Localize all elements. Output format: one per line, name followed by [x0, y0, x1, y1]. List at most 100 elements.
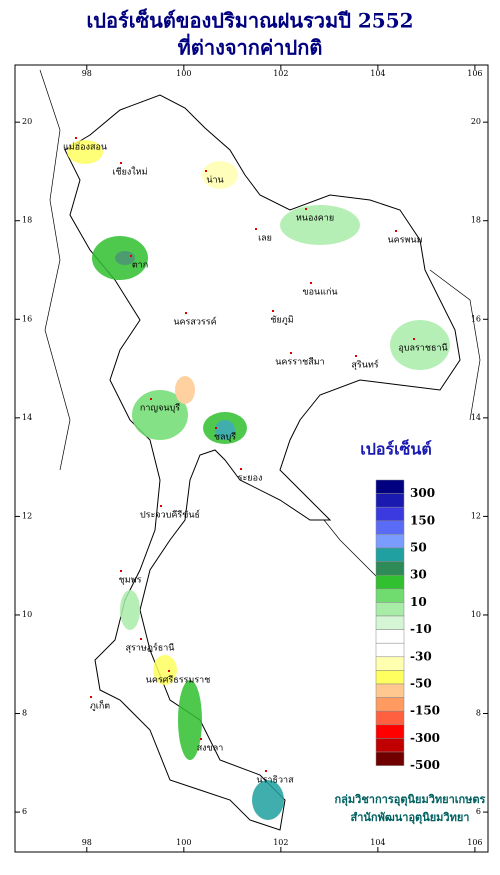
- province-label: ชัยภูมิ: [270, 315, 293, 326]
- province-label: ประจวบคีรีขันธ์: [140, 509, 200, 521]
- shade: [115, 251, 135, 265]
- title: ที่ต่างจากค่าปกติ: [178, 33, 323, 60]
- station: [120, 162, 122, 164]
- lon-tick-label: 100: [176, 838, 191, 847]
- lon-tick-label: 104: [370, 838, 385, 847]
- title: เปอร์เซ็นต์ของปริมาณฝนรวมปี 2552: [86, 8, 413, 33]
- legend-label: 50: [410, 541, 427, 555]
- lat-tick-label: 18: [22, 216, 32, 225]
- shade: [202, 161, 238, 189]
- province-label: ภูเก็ต: [90, 699, 110, 712]
- legend-label: 300: [410, 486, 435, 500]
- legend-swatch: [375, 751, 405, 766]
- legend-swatch: [375, 670, 405, 685]
- station: [130, 255, 132, 257]
- shade: [215, 420, 235, 440]
- shade: [280, 205, 360, 245]
- station: [168, 670, 170, 672]
- province-label: อุบลราชธานี: [398, 343, 447, 354]
- province-label: สงขลา: [197, 744, 224, 754]
- lat-tick-label: 10: [471, 610, 481, 619]
- lat-tick-label: 6: [22, 807, 27, 816]
- graticule: 98 98 100 100 102 102 104 104 106 106 6 6 8 8 10 10 12 12…: [15, 65, 488, 852]
- lat-tick-label: 12: [471, 511, 481, 520]
- legend-swatch: [375, 520, 405, 535]
- legend-swatch: [375, 479, 405, 494]
- legend-swatch: [375, 724, 405, 739]
- province-label: ชลบุรี: [214, 432, 236, 443]
- lon-tick-label: 98: [82, 838, 92, 847]
- lat-tick-label: 16: [22, 314, 32, 323]
- province-label: นครศรีธรรมราช: [146, 675, 211, 686]
- legend-label: -30: [410, 649, 432, 663]
- shade: [153, 655, 177, 685]
- station: [200, 738, 202, 740]
- station: [305, 208, 307, 210]
- legend-swatch: [375, 493, 405, 508]
- station: [413, 338, 415, 340]
- legend-swatch: [375, 534, 405, 549]
- rain-shading: [67, 140, 450, 820]
- lat-tick-label: 12: [22, 511, 32, 520]
- station: [150, 398, 152, 400]
- legend-swatch: [375, 574, 405, 590]
- station: [205, 170, 207, 172]
- province-label: ชุมพร: [119, 576, 142, 586]
- legend-swatch: [375, 629, 405, 644]
- legend-swatch: [375, 697, 405, 712]
- legend-swatch: [375, 615, 405, 630]
- province-label: ขอนแก่น: [302, 288, 337, 298]
- legend-label: -50: [410, 677, 432, 691]
- lat-tick-label: 6: [476, 807, 481, 816]
- province-label: สุรินทร์: [351, 359, 378, 371]
- legend-swatch: [375, 506, 405, 522]
- station: [215, 427, 217, 429]
- legend-swatch: [375, 561, 405, 576]
- station: [240, 468, 242, 470]
- province-label: ระยอง: [238, 474, 263, 484]
- legend-label: 10: [410, 595, 427, 609]
- station: [75, 137, 77, 139]
- shade: [175, 376, 195, 404]
- province-label: เลย: [258, 234, 272, 244]
- legend-label: -300: [410, 731, 440, 745]
- lat-tick-label: 8: [22, 709, 27, 718]
- legend-swatch: [375, 710, 405, 726]
- thailand: [64, 94, 461, 831]
- lon-tick-label: 106: [467, 69, 482, 78]
- legend-title: เปอร์เซ็นต์: [360, 438, 431, 459]
- province-label: เชียงใหม่: [112, 167, 147, 178]
- legend-label: -150: [410, 704, 440, 718]
- station: [265, 770, 267, 772]
- lon-tick-label: 102: [273, 838, 288, 847]
- station: [310, 282, 312, 284]
- lat-tick-label: 14: [22, 413, 32, 422]
- province-label: นครราชสีมา: [275, 357, 324, 368]
- station: [140, 638, 142, 640]
- legend-swatch: [375, 642, 405, 658]
- credit: กลุ่มวิชาการอุตุนิยมวิทยาเกษตร: [335, 793, 486, 807]
- station: [160, 505, 162, 507]
- province-label: นราธิวาส: [256, 775, 294, 786]
- province-label: ตาก: [132, 261, 148, 271]
- border: [39, 69, 71, 471]
- legend: 300 150 50 30 10 -10 -30 -50 -150 -300 -500: [375, 479, 440, 772]
- lat-tick-label: 20: [471, 117, 481, 126]
- credit: สำนักพัฒนาอุตุนิยมวิทยา: [351, 811, 470, 825]
- lat-tick-label: 18: [471, 216, 481, 225]
- province-label: นครพนม: [387, 236, 422, 246]
- legend-label: 150: [410, 513, 435, 527]
- station: [290, 352, 292, 354]
- shade: [390, 320, 450, 370]
- legend-label: 30: [410, 568, 427, 582]
- lon-tick-label: 104: [370, 69, 385, 78]
- shade: [67, 140, 103, 164]
- province-label: สุราษฎร์ธานี: [126, 642, 175, 654]
- legend-swatch: [375, 588, 405, 603]
- border: [429, 269, 481, 421]
- lon-tick-label: 98: [82, 69, 92, 78]
- shade: [120, 590, 140, 630]
